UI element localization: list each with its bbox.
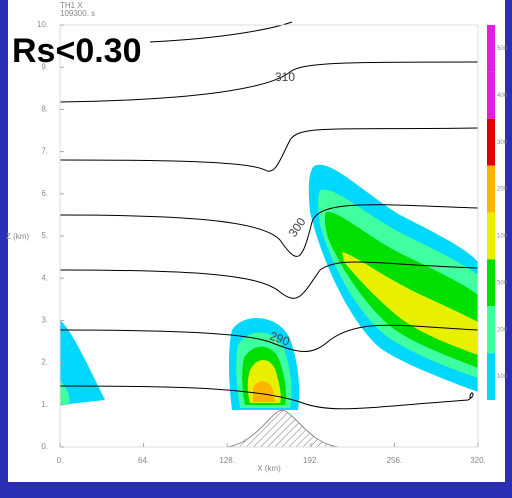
y-tick-label: 4. <box>41 273 48 282</box>
colorbar-swatch <box>487 353 495 400</box>
y-tick-label: 5. <box>41 231 48 240</box>
y-tick-label: 8. <box>41 105 48 114</box>
time-label: 109300. s <box>60 9 95 18</box>
colorbar-label: 500 <box>497 280 508 286</box>
y-tick-label: 9. <box>41 62 48 71</box>
contour-label: 310 <box>275 70 295 84</box>
x-tick-label: 192. <box>303 456 319 465</box>
x-tick-label: 128. <box>219 456 235 465</box>
y-tick-label: 3. <box>41 316 48 325</box>
colorbar-swatch <box>487 118 495 166</box>
colorbar-swatch <box>487 25 495 72</box>
colorbar-swatch <box>487 259 495 307</box>
y-tick-label: 10. <box>37 20 48 29</box>
colorbar-label: 200 <box>497 187 508 193</box>
isentropes <box>59 21 479 410</box>
x-tick-label: 320. <box>470 456 486 465</box>
y-tick-label: 2. <box>41 358 48 367</box>
colorbar-label: 100 <box>497 234 508 240</box>
colorbar-swatch <box>487 71 495 119</box>
filled-contours <box>60 164 478 410</box>
colorbar-label: 100 <box>497 374 508 380</box>
contour-label: 290 <box>268 329 292 349</box>
y-axis-label: Z (km) <box>6 232 29 241</box>
colorbar-swatch <box>487 212 495 260</box>
colorbar-label: 500 <box>497 46 508 52</box>
x-tick-label: 0. <box>57 456 64 465</box>
x-tick-label: 256. <box>387 456 403 465</box>
y-tick-label: 6. <box>41 189 48 198</box>
mountain <box>224 409 341 448</box>
y-tick-label: 7. <box>41 147 48 156</box>
chart-title: Rs<0.30 <box>12 32 142 70</box>
colorbar-label: 400 <box>497 93 508 99</box>
colorbar-label: 300 <box>497 140 508 146</box>
y-tick-label: 0. <box>41 442 48 451</box>
x-axis-label: X (km) <box>257 464 281 473</box>
colorbar-label: 200 <box>497 327 508 333</box>
x-tick-label: 64. <box>138 456 149 465</box>
colorbar-swatch <box>487 165 495 213</box>
subtitle: TH1 X <box>60 1 83 10</box>
y-tick-label: 1. <box>41 400 48 409</box>
colorbar-swatch <box>487 306 495 354</box>
